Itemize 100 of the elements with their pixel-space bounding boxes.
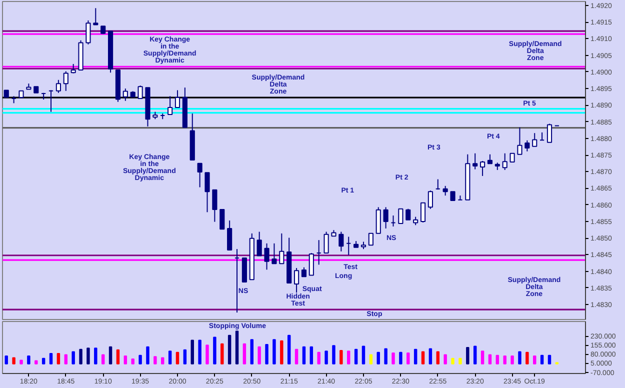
bar — [138, 354, 142, 364]
candlestick — [376, 206, 381, 234]
bar — [473, 346, 477, 364]
bar — [510, 355, 514, 364]
candlestick — [63, 70, 68, 92]
candlestick — [138, 85, 143, 100]
bar — [496, 354, 500, 364]
bar — [540, 354, 544, 364]
bar — [242, 343, 246, 364]
candlestick — [546, 123, 552, 143]
bar — [86, 348, 90, 364]
bar — [458, 358, 462, 364]
bar — [354, 348, 358, 364]
bar — [324, 350, 328, 364]
bar — [116, 349, 120, 364]
candlestick — [383, 206, 388, 229]
bar — [265, 344, 268, 364]
bar — [213, 336, 216, 364]
candlestick — [480, 160, 486, 176]
candlestick — [204, 172, 210, 213]
candlestick — [122, 88, 128, 102]
bar — [287, 334, 291, 364]
candlestick — [227, 220, 232, 251]
bar — [183, 349, 187, 364]
bar — [340, 350, 343, 364]
bar — [466, 347, 470, 364]
candlestick — [272, 242, 277, 264]
bar — [49, 353, 53, 364]
bar — [168, 350, 172, 364]
candlestick — [524, 140, 530, 152]
bar — [258, 346, 261, 364]
bar — [428, 348, 432, 364]
candlestick — [324, 231, 329, 254]
candlestick — [442, 185, 448, 196]
bar — [101, 354, 105, 364]
bar — [518, 351, 522, 364]
bar — [190, 340, 194, 364]
candlestick — [242, 258, 247, 282]
bar — [20, 360, 23, 364]
bar — [42, 358, 46, 364]
candlestick — [428, 190, 433, 210]
bar — [444, 354, 447, 364]
bar — [399, 352, 402, 364]
bar — [532, 355, 536, 364]
candlestick — [487, 154, 493, 164]
bar — [4, 355, 8, 364]
candlestick — [168, 96, 173, 115]
bar — [384, 348, 388, 364]
bar — [198, 340, 202, 364]
candlestick — [220, 209, 225, 230]
bar — [176, 352, 180, 364]
bar — [302, 346, 306, 364]
bar — [146, 346, 150, 364]
bar — [503, 355, 506, 364]
bar — [228, 334, 232, 364]
candlestick — [472, 152, 478, 170]
bar — [34, 360, 38, 364]
candlestick — [212, 189, 218, 222]
bar — [414, 348, 418, 364]
bar — [280, 340, 284, 364]
candlestick — [174, 90, 180, 108]
bar — [548, 354, 552, 364]
bar — [160, 357, 164, 364]
bar — [56, 353, 60, 364]
bar — [310, 346, 314, 364]
candlestick — [517, 126, 522, 155]
bar — [294, 348, 298, 364]
bar — [131, 358, 134, 364]
bar — [346, 350, 350, 364]
candlestick — [264, 242, 270, 270]
candlestick — [86, 20, 91, 45]
bar — [94, 348, 98, 364]
bar — [154, 356, 157, 364]
candlestick — [338, 231, 344, 252]
bar — [317, 352, 320, 364]
bar — [27, 355, 30, 364]
bar — [206, 344, 209, 364]
bar — [392, 352, 395, 364]
candlestick — [197, 162, 202, 188]
bar — [272, 339, 276, 364]
bar — [79, 348, 82, 364]
bar — [488, 354, 492, 364]
bar — [235, 330, 239, 364]
bar — [64, 354, 68, 364]
bar — [250, 339, 254, 364]
bar — [72, 351, 75, 364]
bar — [406, 352, 410, 364]
candlestick — [368, 232, 374, 246]
candlestick — [532, 132, 538, 147]
candlestick — [279, 232, 284, 264]
bar — [369, 354, 373, 364]
bar — [108, 346, 112, 364]
candlestick — [56, 79, 61, 94]
bar — [220, 343, 224, 364]
bar — [12, 357, 16, 364]
bar — [124, 355, 128, 364]
bar — [421, 351, 425, 364]
candlestick — [502, 152, 508, 170]
candlestick — [301, 266, 307, 278]
bar — [526, 352, 529, 364]
